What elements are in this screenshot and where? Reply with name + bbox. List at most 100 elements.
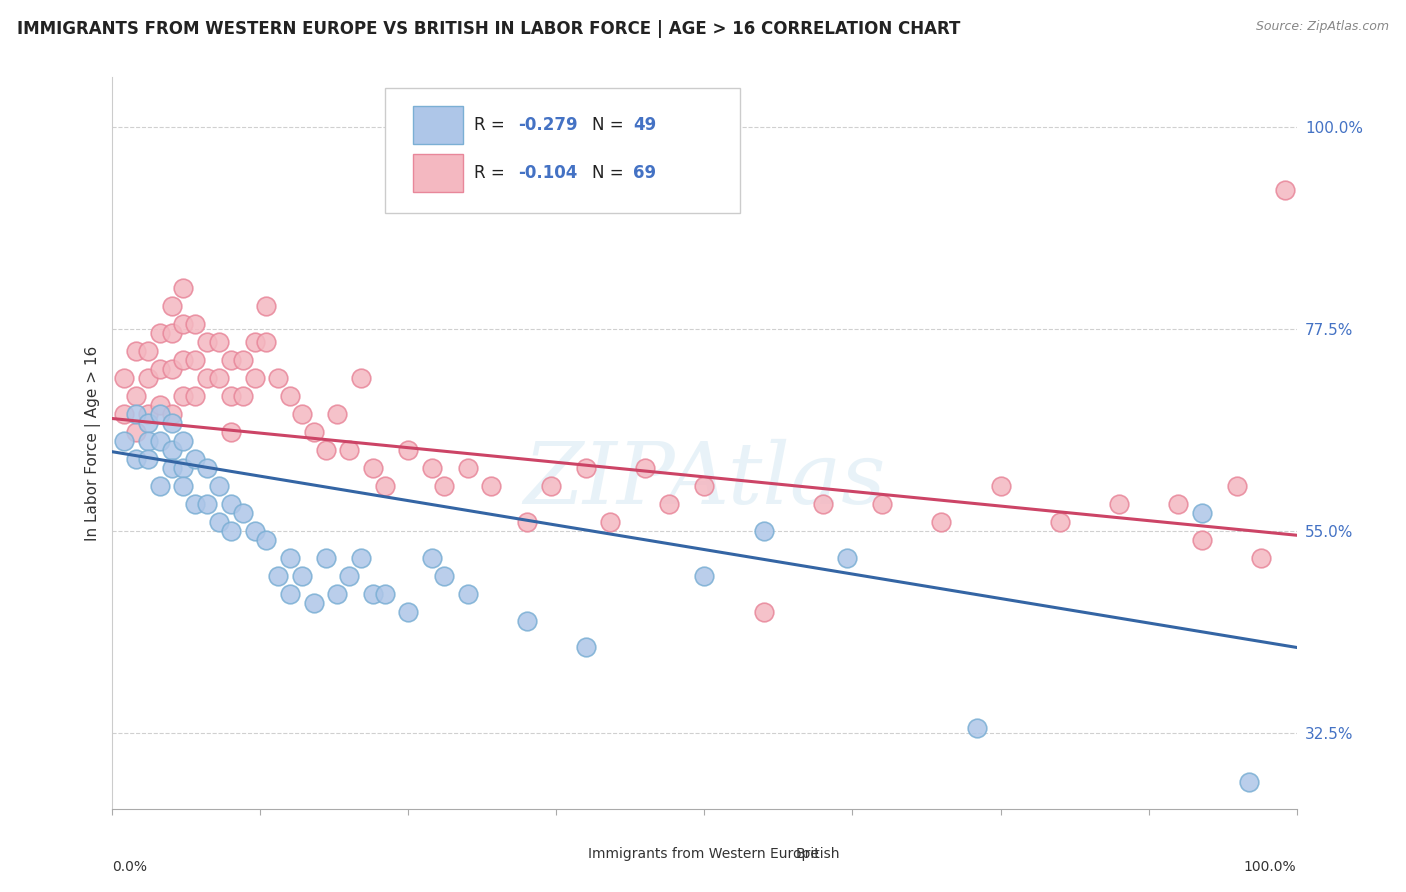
Text: -0.104: -0.104 <box>519 163 578 182</box>
Point <box>160 407 183 421</box>
Text: 69: 69 <box>634 163 657 182</box>
Point <box>516 614 538 628</box>
Point <box>575 461 598 475</box>
Point <box>811 497 834 511</box>
Point <box>420 550 443 565</box>
Point <box>278 550 301 565</box>
Text: Immigrants from Western Europe: Immigrants from Western Europe <box>589 847 820 862</box>
Point <box>243 371 266 385</box>
Text: 49: 49 <box>634 116 657 134</box>
Point <box>195 371 218 385</box>
Point <box>315 550 337 565</box>
Point <box>693 479 716 493</box>
Point <box>291 407 314 421</box>
Point <box>254 533 277 547</box>
Point <box>870 497 893 511</box>
Point <box>208 335 231 350</box>
Point <box>267 371 290 385</box>
Text: ZIPAtlas: ZIPAtlas <box>523 439 886 521</box>
Point <box>160 416 183 430</box>
Point <box>125 407 148 421</box>
Point <box>160 299 183 313</box>
Text: 0.0%: 0.0% <box>112 860 148 874</box>
Text: R =: R = <box>474 163 509 182</box>
Point <box>172 479 194 493</box>
Point <box>195 461 218 475</box>
Point <box>398 442 420 457</box>
Point <box>149 326 172 341</box>
Point <box>184 389 207 403</box>
Text: IMMIGRANTS FROM WESTERN EUROPE VS BRITISH IN LABOR FORCE | AGE > 16 CORRELATION : IMMIGRANTS FROM WESTERN EUROPE VS BRITIS… <box>17 20 960 37</box>
Point <box>136 407 159 421</box>
Point <box>243 524 266 538</box>
Point <box>278 389 301 403</box>
Point <box>326 407 349 421</box>
Point <box>433 568 456 582</box>
Point <box>326 586 349 600</box>
Point <box>125 451 148 466</box>
Point <box>752 605 775 619</box>
Point <box>232 389 254 403</box>
Text: N =: N = <box>592 163 628 182</box>
Point <box>184 318 207 332</box>
Point <box>172 389 194 403</box>
Point <box>966 721 988 735</box>
Point <box>433 479 456 493</box>
Point <box>278 586 301 600</box>
Point <box>149 434 172 448</box>
Point <box>112 434 135 448</box>
Point <box>420 461 443 475</box>
Y-axis label: In Labor Force | Age > 16: In Labor Force | Age > 16 <box>86 345 101 541</box>
Point <box>112 407 135 421</box>
Text: N =: N = <box>592 116 628 134</box>
Point <box>302 596 325 610</box>
FancyBboxPatch shape <box>413 153 463 192</box>
Point <box>184 353 207 368</box>
Point <box>1049 515 1071 529</box>
Point <box>990 479 1012 493</box>
Point <box>398 605 420 619</box>
Point <box>835 550 858 565</box>
Point <box>125 389 148 403</box>
Point <box>184 497 207 511</box>
Text: 100.0%: 100.0% <box>1244 860 1296 874</box>
Point <box>1274 183 1296 197</box>
Point <box>149 407 172 421</box>
Point <box>136 416 159 430</box>
Point <box>929 515 952 529</box>
Point <box>184 451 207 466</box>
Point <box>267 568 290 582</box>
Point <box>160 326 183 341</box>
Text: British: British <box>796 847 841 862</box>
Point <box>315 442 337 457</box>
Point <box>232 506 254 520</box>
Point <box>243 335 266 350</box>
Point <box>575 640 598 655</box>
Point <box>160 362 183 376</box>
FancyBboxPatch shape <box>756 839 789 868</box>
FancyBboxPatch shape <box>550 839 581 868</box>
Point <box>337 442 360 457</box>
Point <box>219 425 242 439</box>
Point <box>136 451 159 466</box>
Point <box>112 371 135 385</box>
Point <box>136 434 159 448</box>
Point <box>219 353 242 368</box>
Point <box>752 524 775 538</box>
Point <box>1167 497 1189 511</box>
Point <box>1191 533 1213 547</box>
Point <box>208 479 231 493</box>
Point <box>599 515 621 529</box>
Point <box>219 389 242 403</box>
Point <box>149 398 172 412</box>
Point <box>1191 506 1213 520</box>
Text: R =: R = <box>474 116 509 134</box>
Point <box>337 568 360 582</box>
Point <box>125 425 148 439</box>
Point <box>361 461 384 475</box>
Point <box>361 586 384 600</box>
Point <box>149 362 172 376</box>
Point <box>195 497 218 511</box>
Point <box>302 425 325 439</box>
Point <box>516 515 538 529</box>
